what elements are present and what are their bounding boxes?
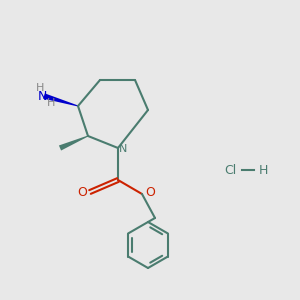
Text: H: H [47, 98, 55, 108]
Polygon shape [43, 93, 78, 106]
Text: H: H [258, 164, 268, 176]
Polygon shape [59, 136, 88, 151]
Text: N: N [119, 144, 127, 154]
Text: Cl: Cl [224, 164, 236, 176]
Text: O: O [145, 187, 155, 200]
Text: N: N [37, 91, 47, 103]
Text: H: H [36, 83, 44, 93]
Text: O: O [77, 185, 87, 199]
